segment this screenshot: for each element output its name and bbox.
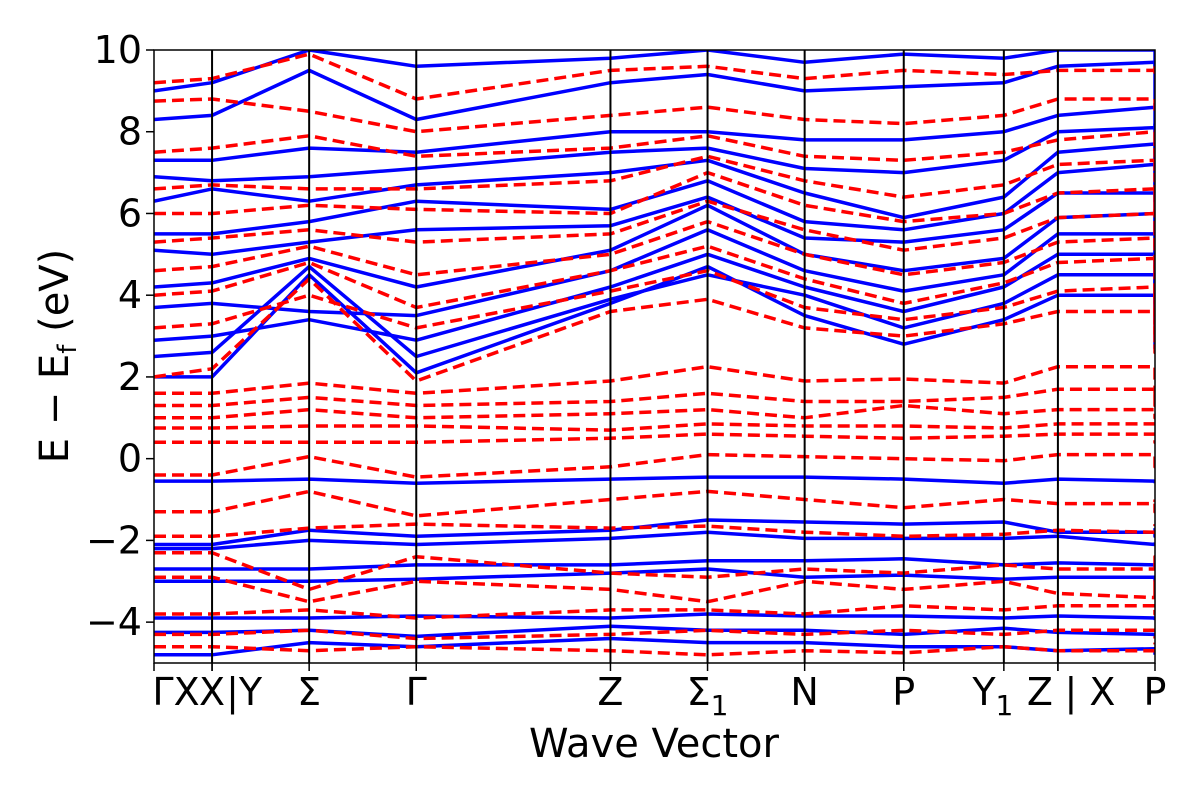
x-tick-label-8: P [892, 670, 915, 714]
y-tick-label-4: 2 [118, 355, 142, 399]
y-tick-label-7: −4 [86, 600, 142, 644]
x-tick-label-7: N [790, 670, 818, 714]
plot-frame [153, 49, 1156, 664]
y-axis-label: E − Ef (eV) [32, 249, 83, 464]
x-tick-label-11: | X [1064, 670, 1115, 715]
y-tick-label-6: −2 [86, 518, 142, 562]
dashed-band-7 [154, 522, 1155, 539]
solid-band-5 [154, 612, 1155, 621]
x-tick-label-10: Z [1027, 670, 1053, 714]
x-tick-label-6: Σ1 [687, 670, 729, 722]
x-axis-label: Wave Vector [529, 721, 780, 767]
solid-band-3 [154, 557, 1155, 571]
solid-band-2 [154, 530, 1155, 551]
high-symmetry-lines [211, 50, 1059, 663]
x-tick-label-1: X [199, 670, 225, 714]
y-tick-label-3: 4 [118, 273, 142, 317]
solid-band-6 [154, 624, 1155, 639]
y-tick-label-2: 6 [118, 191, 142, 235]
dashed-band-2 [154, 422, 1155, 432]
y-axis-ticks: 10 8 6 4 2 0 −2 −4 [86, 28, 154, 644]
solid-band-0 [154, 475, 1155, 485]
plot-area [154, 50, 1155, 663]
x-tick-label-4: Γ [406, 670, 427, 714]
x-tick-label-5: Z [597, 670, 623, 714]
y-tick-label-1: 8 [118, 110, 142, 154]
x-tick-label-2: |Y [226, 670, 263, 715]
y-tick-label-5: 0 [118, 437, 142, 481]
y-tick-label-0: 10 [94, 28, 142, 72]
x-tick-label-3: Σ [297, 670, 321, 714]
x-tick-label-9: Y1 [971, 670, 1013, 722]
x-tick-label-12: P [1144, 670, 1167, 714]
x-tick-label-0: ΓX [152, 670, 199, 714]
